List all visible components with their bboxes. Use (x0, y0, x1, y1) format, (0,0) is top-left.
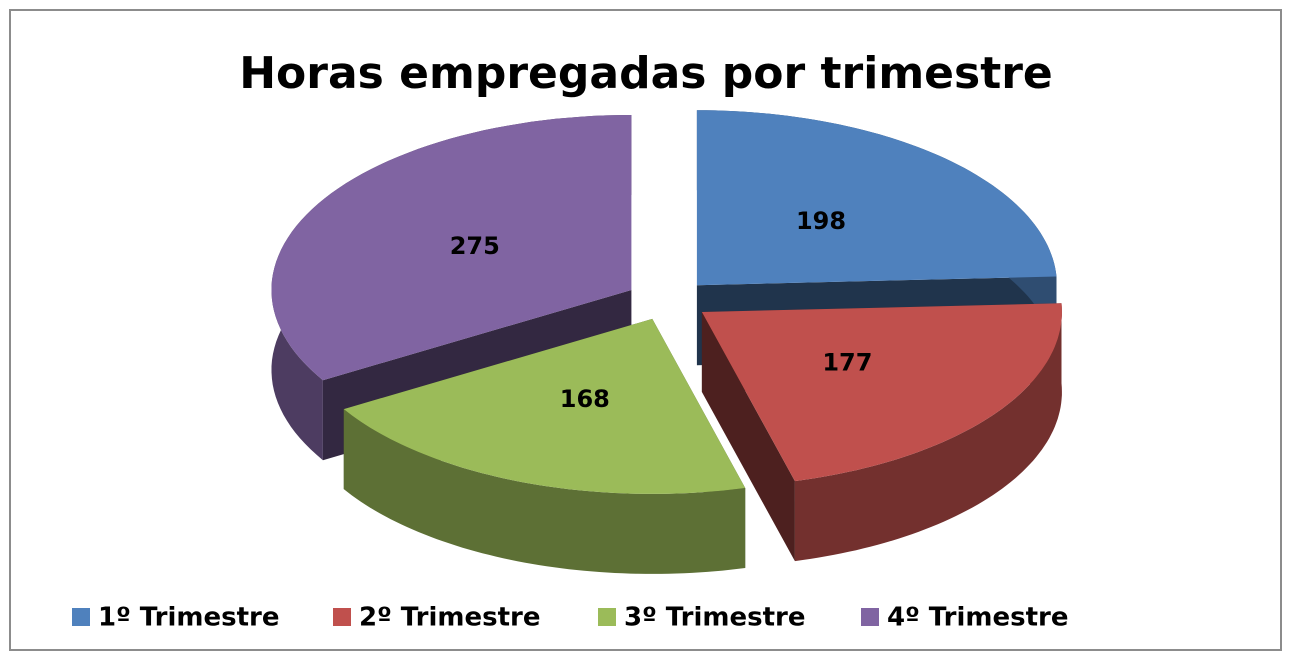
data-label: 275 (450, 232, 500, 260)
chart-title: Horas empregadas por trimestre (239, 48, 1053, 99)
slice (343, 318, 746, 574)
slice-top (696, 110, 1057, 286)
legend-swatch (72, 608, 90, 626)
data-label: 168 (560, 385, 610, 413)
legend-swatch (598, 608, 616, 626)
legend-label: 2º Trimestre (359, 603, 541, 633)
slice-top (343, 318, 746, 494)
legend-label: 1º Trimestre (98, 603, 280, 633)
slice-top (271, 115, 632, 381)
slice-wall (794, 303, 1062, 562)
legend-swatch (333, 608, 351, 626)
legend-swatch (861, 608, 879, 626)
slice (701, 303, 1062, 562)
legend-label: 3º Trimestre (624, 603, 806, 633)
slice-wall (343, 409, 746, 574)
data-label: 198 (796, 207, 846, 235)
slice-side (701, 312, 795, 562)
legend-label: 4º Trimestre (887, 603, 1069, 633)
slice-top (701, 303, 1062, 482)
data-label: 177 (822, 349, 872, 377)
